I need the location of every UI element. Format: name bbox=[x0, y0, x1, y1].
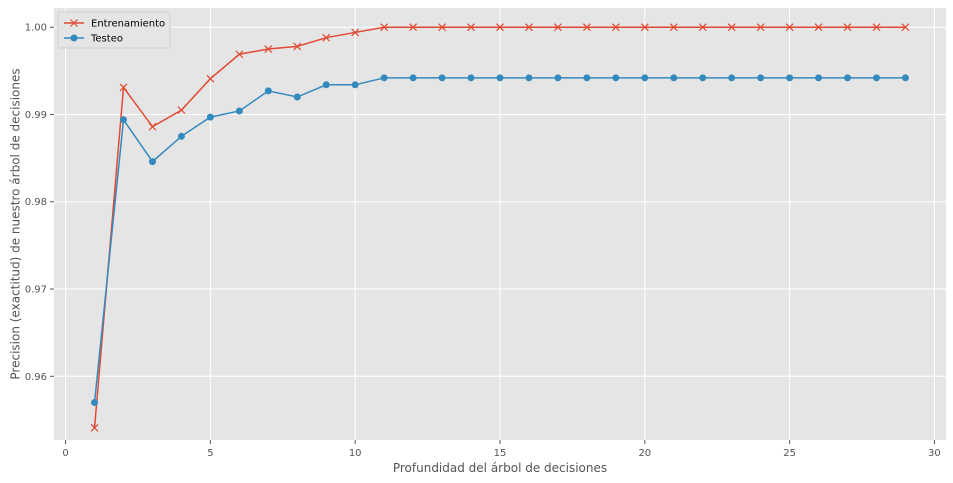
data-point bbox=[756, 23, 765, 32]
data-point bbox=[698, 23, 707, 32]
data-point bbox=[351, 28, 360, 37]
data-point bbox=[641, 74, 649, 82]
series-testeo bbox=[91, 74, 909, 406]
data-point bbox=[322, 33, 331, 42]
data-point bbox=[901, 23, 910, 32]
data-point bbox=[467, 74, 475, 82]
data-point bbox=[119, 83, 128, 92]
data-point bbox=[786, 74, 794, 82]
data-point bbox=[727, 23, 736, 32]
legend-label: Entrenamiento bbox=[91, 19, 165, 30]
data-point bbox=[351, 81, 359, 89]
data-point bbox=[206, 113, 214, 121]
data-point bbox=[438, 23, 447, 32]
legend-label: Testeo bbox=[90, 34, 123, 45]
series-layer bbox=[90, 23, 910, 432]
y-tick-label: 0.99 bbox=[25, 110, 47, 121]
data-point bbox=[901, 74, 909, 82]
data-point bbox=[264, 45, 273, 53]
x-tick-label: 5 bbox=[207, 448, 213, 459]
legend-box bbox=[57, 11, 171, 49]
data-point bbox=[177, 132, 185, 140]
data-point bbox=[148, 122, 157, 131]
x-tick-label: 25 bbox=[783, 448, 796, 459]
x-axis-label: Profundidad del árbol de decisiones bbox=[393, 461, 607, 475]
y-tick-label: 0.98 bbox=[25, 197, 47, 208]
legend-marker bbox=[70, 19, 78, 27]
data-point bbox=[525, 23, 533, 32]
data-point bbox=[235, 107, 243, 115]
y-tick-label: 0.96 bbox=[25, 372, 47, 383]
legend: Entrenamiento Testeo bbox=[57, 11, 171, 49]
data-point bbox=[728, 74, 736, 82]
y-axis-ticks: 0.96 0.97 0.98 0.99 1.00 bbox=[25, 23, 54, 383]
data-point bbox=[467, 23, 475, 32]
y-tick-label: 1.00 bbox=[25, 23, 47, 34]
data-point bbox=[148, 158, 156, 166]
x-axis-ticks: 0 5 10 15 20 25 30 bbox=[62, 440, 941, 459]
data-point bbox=[380, 23, 389, 32]
data-point bbox=[553, 23, 562, 32]
data-point bbox=[235, 50, 244, 59]
x-tick-label: 30 bbox=[928, 448, 941, 459]
data-point bbox=[120, 116, 128, 124]
data-point bbox=[409, 23, 418, 32]
data-point bbox=[322, 81, 330, 89]
data-point bbox=[554, 74, 562, 82]
data-point bbox=[293, 93, 301, 101]
data-point bbox=[814, 23, 823, 32]
x-tick-label: 20 bbox=[638, 448, 651, 459]
x-tick-label: 10 bbox=[349, 448, 362, 459]
data-point bbox=[872, 23, 881, 32]
data-point bbox=[91, 398, 99, 406]
data-point bbox=[640, 23, 649, 32]
data-point bbox=[872, 74, 880, 82]
x-tick-label: 15 bbox=[494, 448, 507, 459]
data-point bbox=[496, 23, 504, 32]
data-point bbox=[496, 74, 504, 82]
grid-lines bbox=[54, 8, 946, 440]
data-point bbox=[612, 74, 620, 82]
data-point bbox=[785, 23, 794, 32]
data-point bbox=[264, 87, 272, 95]
data-point bbox=[582, 23, 591, 32]
data-point bbox=[670, 74, 678, 82]
legend-item-testeo: Testeo bbox=[64, 34, 123, 45]
data-point bbox=[90, 423, 99, 432]
data-point bbox=[757, 74, 765, 82]
data-point bbox=[380, 74, 388, 82]
legend-marker bbox=[70, 34, 78, 42]
data-point bbox=[815, 74, 823, 82]
data-point bbox=[438, 74, 446, 82]
data-point bbox=[177, 106, 186, 115]
series-entrenamiento bbox=[90, 23, 910, 432]
data-point bbox=[843, 23, 852, 32]
data-point bbox=[206, 74, 215, 83]
y-tick-label: 0.97 bbox=[25, 285, 47, 296]
data-point bbox=[699, 74, 707, 82]
data-point bbox=[611, 23, 620, 32]
y-axis-label: Precision (exactitud) de nuestro árbol d… bbox=[9, 68, 23, 379]
data-point bbox=[409, 74, 417, 82]
data-point bbox=[583, 74, 591, 82]
data-point bbox=[844, 74, 852, 82]
data-point bbox=[525, 74, 533, 82]
legend-item-entrenamiento: Entrenamiento bbox=[64, 19, 165, 30]
x-tick-label: 0 bbox=[62, 448, 68, 459]
data-point bbox=[669, 23, 678, 32]
data-point bbox=[293, 42, 302, 51]
